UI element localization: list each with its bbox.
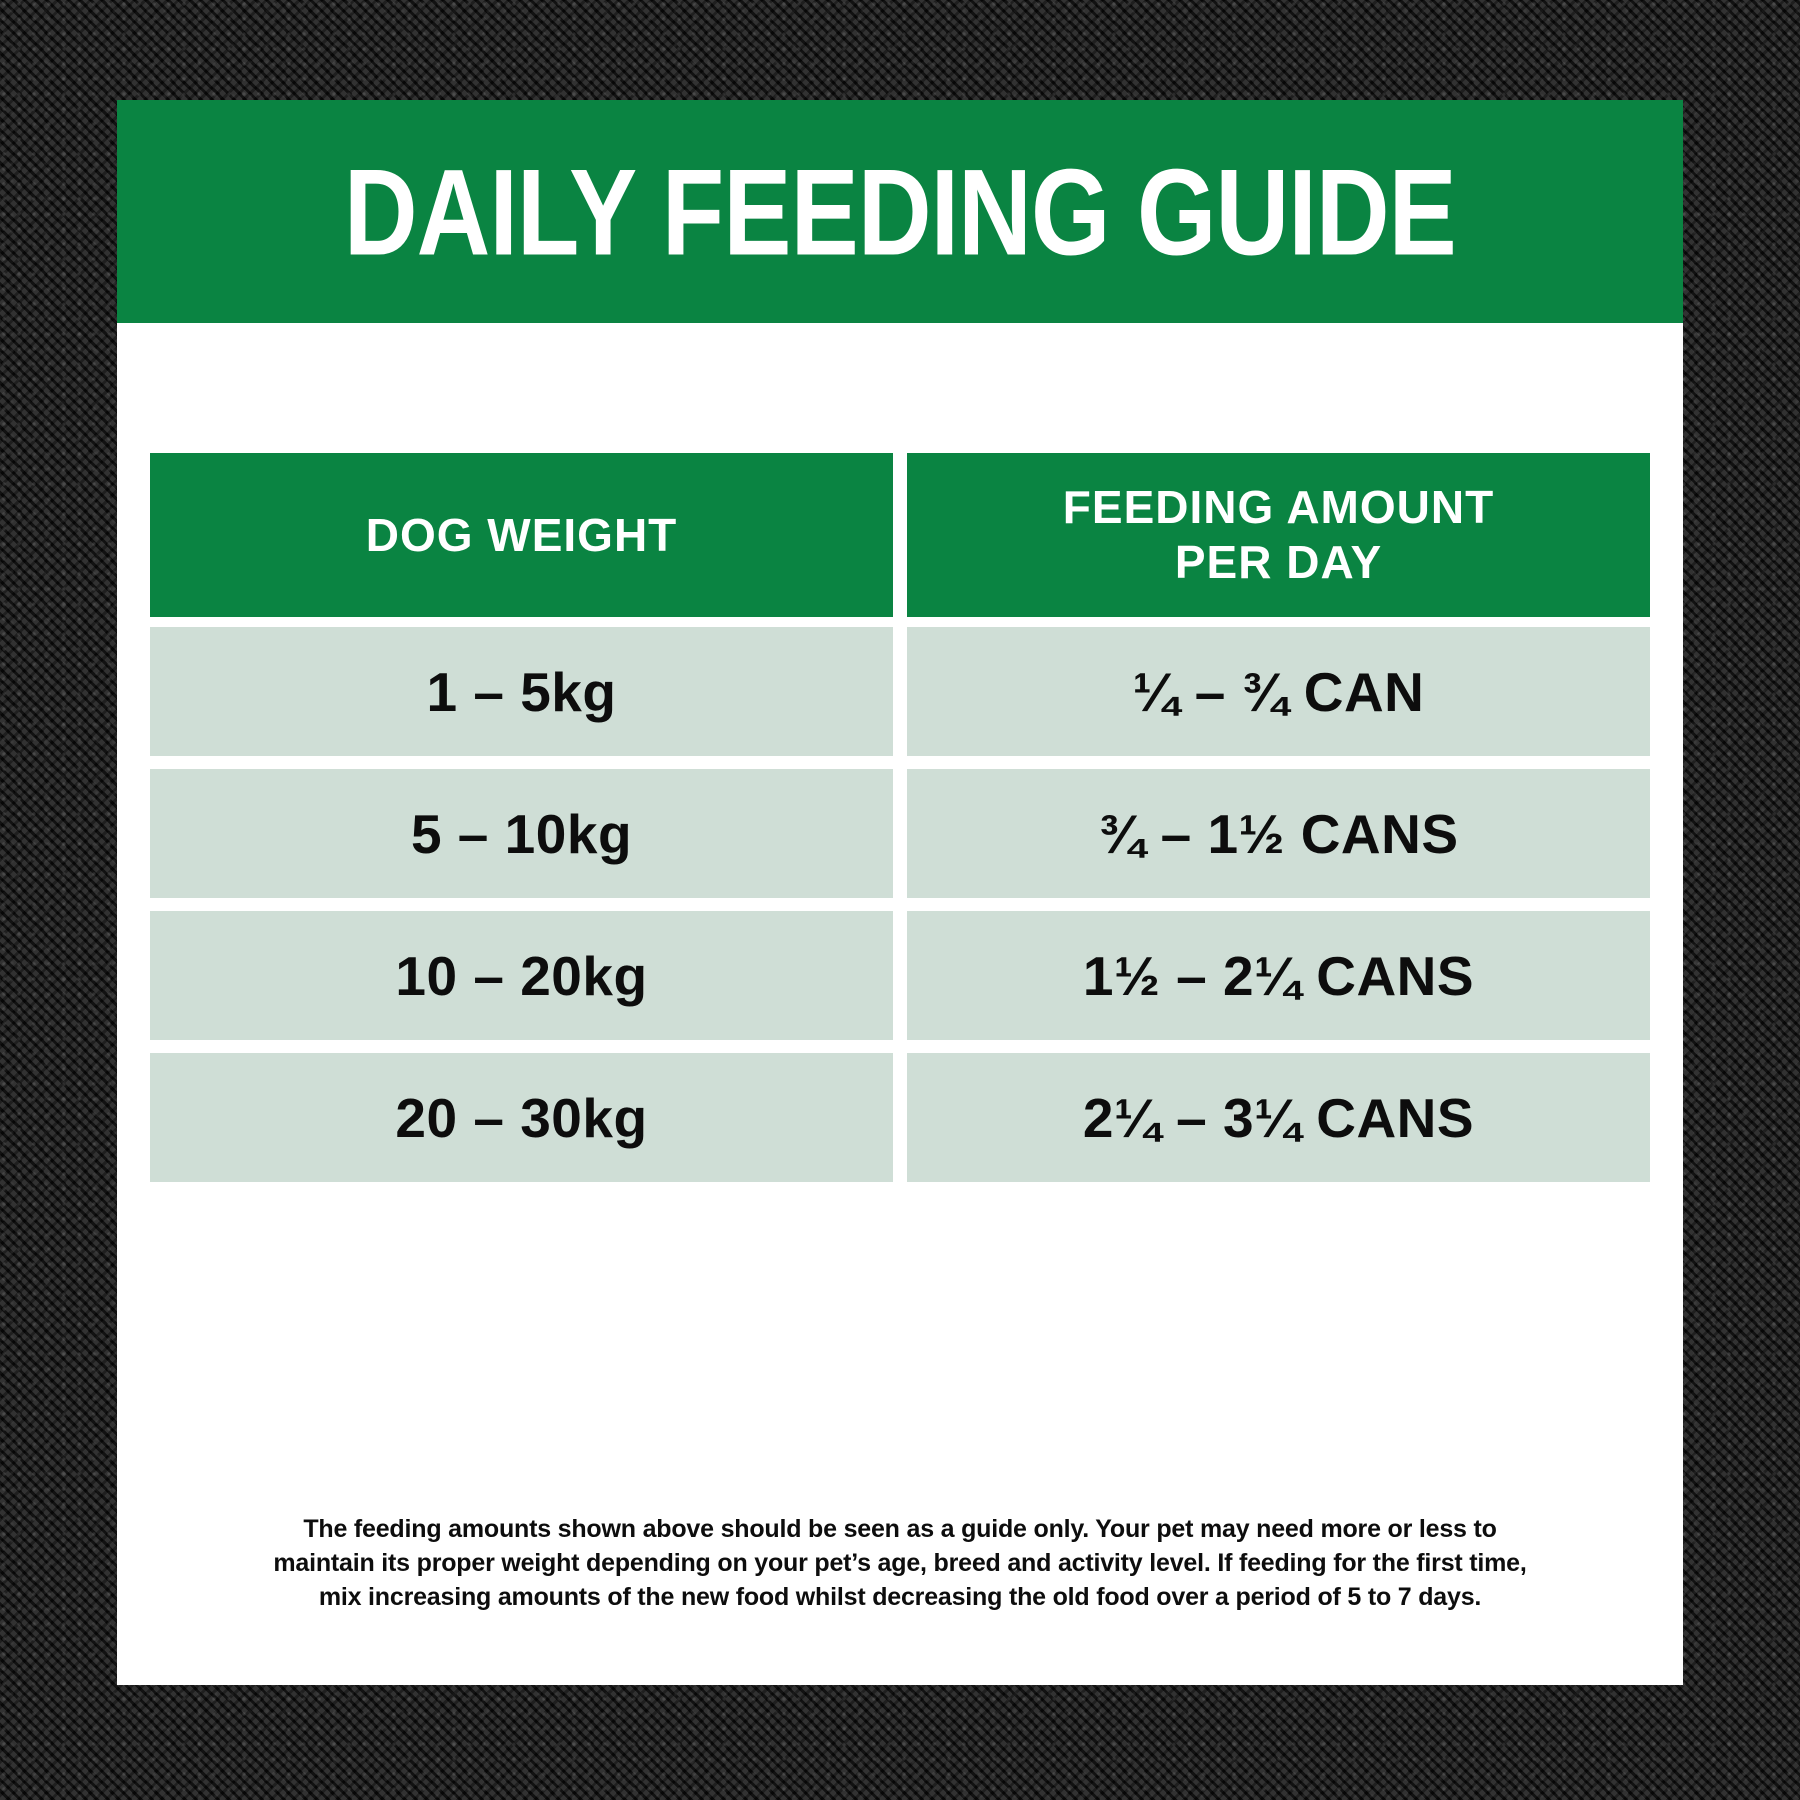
table-row: 20 – 30kg 2¼ – 3¼ CANS — [150, 1053, 1650, 1182]
dog-weight-header-label: DOG WEIGHT — [365, 508, 678, 561]
feeding-table: DOG WEIGHT FEEDING AMOUNT PER DAY 1 – 5k… — [150, 453, 1650, 1182]
disclaimer-line: mix increasing amounts of the new food w… — [318, 1583, 1482, 1611]
dog-weight-value: 5 – 10kg — [150, 769, 893, 898]
table-row: 10 – 20kg 1½ – 2¼ CANS — [150, 911, 1650, 1040]
disclaimer-line: The feeding amounts shown above should b… — [303, 1515, 1497, 1543]
feeding-amount-value: 1½ – 2¼ CANS — [907, 911, 1650, 1040]
dog-weight-value: 10 – 20kg — [150, 911, 893, 1040]
table-header-row: DOG WEIGHT FEEDING AMOUNT PER DAY — [150, 453, 1650, 617]
column-header-feeding-amount: FEEDING AMOUNT PER DAY — [907, 453, 1650, 617]
table-row: 5 – 10kg ¾ – 1½ CANS — [150, 769, 1650, 898]
feeding-amount-value: 2¼ – 3¼ CANS — [907, 1053, 1650, 1182]
dog-weight-value: 1 – 5kg — [150, 627, 893, 756]
page-title: DAILY FEEDING GUIDE — [343, 142, 1457, 281]
dog-weight-value: 20 – 30kg — [150, 1053, 893, 1182]
feeding-amount-header-line1: FEEDING AMOUNT — [1062, 481, 1495, 533]
feeding-guide-card: DAILY FEEDING GUIDE DOG WEIGHT FEEDING A… — [117, 100, 1683, 1685]
feeding-amount-value: ¾ – 1½ CANS — [907, 769, 1650, 898]
feeding-disclaimer: The feeding amounts shown above should b… — [117, 1512, 1683, 1614]
table-row: 1 – 5kg ¼ – ¾ CAN — [150, 627, 1650, 756]
feeding-amount-value: ¼ – ¾ CAN — [907, 627, 1650, 756]
column-header-dog-weight: DOG WEIGHT — [150, 453, 893, 617]
title-bar: DAILY FEEDING GUIDE — [117, 100, 1683, 323]
disclaimer-line: maintain its proper weight depending on … — [273, 1549, 1527, 1577]
feeding-amount-header-line2: PER DAY — [1174, 536, 1383, 588]
